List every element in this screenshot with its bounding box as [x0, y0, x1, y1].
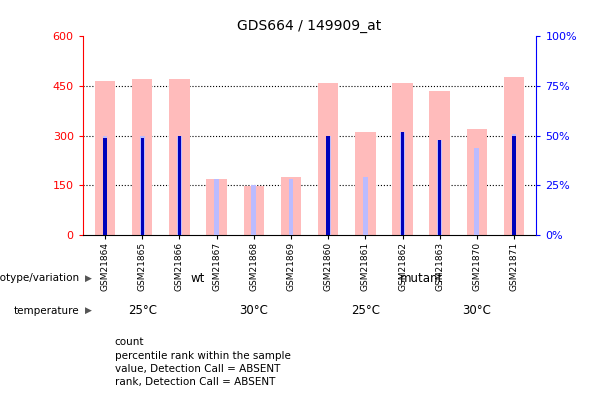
Bar [438, 140, 441, 235]
Bar [207, 179, 227, 235]
Bar [140, 136, 145, 235]
Bar [95, 81, 115, 235]
Text: mutant: mutant [400, 272, 443, 285]
Bar [355, 132, 376, 235]
Title: GDS664 / 149909_at: GDS664 / 149909_at [237, 19, 382, 33]
Text: 30°C: 30°C [462, 304, 492, 318]
Text: ▶: ▶ [85, 274, 91, 283]
Bar [512, 136, 516, 235]
Text: percentile rank within the sample: percentile rank within the sample [115, 351, 291, 360]
Text: rank, Detection Call = ABSENT: rank, Detection Call = ABSENT [115, 377, 275, 387]
Bar [169, 79, 189, 235]
Text: count: count [115, 337, 144, 347]
Bar [318, 83, 338, 235]
Bar [177, 136, 182, 235]
Text: temperature: temperature [14, 306, 80, 316]
Bar [178, 136, 181, 235]
Bar [132, 79, 153, 235]
Bar [400, 132, 405, 235]
Bar [512, 134, 517, 235]
Bar [214, 179, 219, 235]
Text: 30°C: 30°C [239, 304, 268, 318]
Text: 25°C: 25°C [351, 304, 380, 318]
Text: wt: wt [191, 272, 205, 285]
Bar [102, 136, 107, 235]
Bar [327, 136, 330, 235]
Text: ▶: ▶ [85, 306, 91, 315]
Bar [504, 77, 524, 235]
Text: 25°C: 25°C [128, 304, 157, 318]
Text: genotype/variation: genotype/variation [0, 273, 80, 283]
Bar [437, 140, 442, 235]
Bar [466, 129, 487, 235]
Bar [326, 136, 330, 235]
Bar [392, 83, 413, 235]
Bar [474, 147, 479, 235]
Bar [104, 138, 107, 235]
Bar [243, 186, 264, 235]
Bar [401, 132, 404, 235]
Bar [140, 138, 144, 235]
Text: value, Detection Call = ABSENT: value, Detection Call = ABSENT [115, 364, 280, 374]
Bar [251, 185, 256, 235]
Bar [289, 179, 294, 235]
Bar [363, 177, 368, 235]
Bar [430, 91, 450, 235]
Bar [281, 177, 301, 235]
